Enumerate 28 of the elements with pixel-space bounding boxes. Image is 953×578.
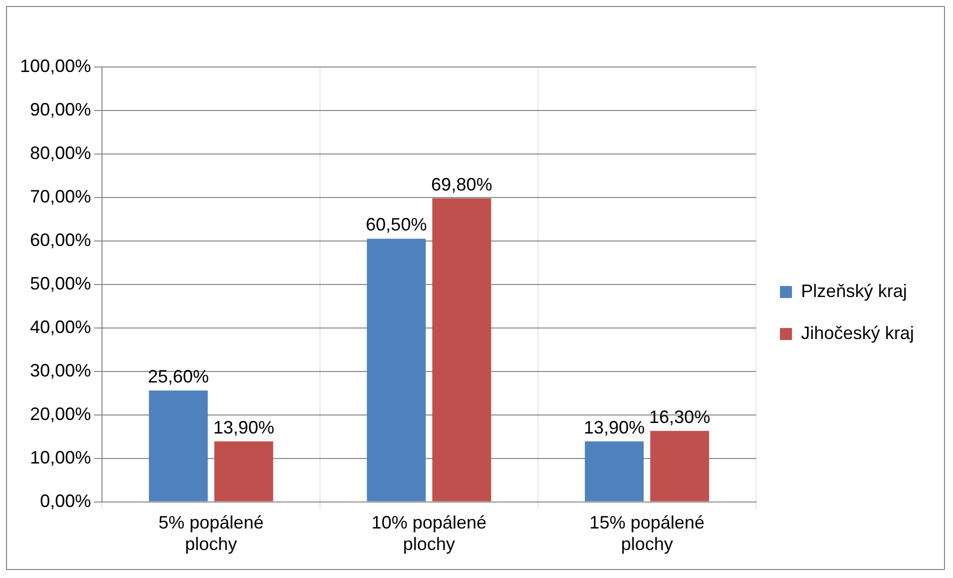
y-tick-label: 40,00% [30, 316, 92, 337]
y-tick-label: 10,00% [30, 447, 92, 468]
bar [650, 430, 710, 502]
x-tick-label: 15% popálené plochy [589, 512, 705, 554]
y-tick-label: 50,00% [30, 273, 92, 294]
bar [148, 390, 208, 502]
x-tick-label: 10% popálené plochy [371, 512, 487, 554]
data-label: 13,90% [213, 417, 274, 438]
data-label: 13,90% [584, 417, 645, 438]
y-tick-label: 100,00% [20, 56, 92, 76]
y-tick-label: 30,00% [30, 360, 92, 380]
bar [214, 441, 274, 502]
bar [432, 198, 492, 502]
x-tick-label: 5% popálené plochy [158, 512, 264, 554]
bar [584, 441, 644, 502]
legend-label: Jihočeský kraj [800, 322, 914, 343]
data-label: 60,50% [366, 214, 427, 235]
bar [366, 238, 426, 502]
legend-label: Plzeňský kraj [800, 280, 907, 301]
y-tick-label: 80,00% [30, 142, 92, 163]
data-label: 25,60% [148, 366, 209, 386]
y-tick-label: 0,00% [40, 490, 92, 511]
y-tick-label: 60,00% [30, 230, 92, 250]
y-tick-label: 20,00% [30, 404, 92, 424]
y-tick-label: 90,00% [30, 99, 92, 120]
y-tick-label: 70,00% [30, 186, 92, 206]
data-label: 69,80% [431, 174, 492, 194]
data-label: 16,30% [649, 406, 710, 427]
